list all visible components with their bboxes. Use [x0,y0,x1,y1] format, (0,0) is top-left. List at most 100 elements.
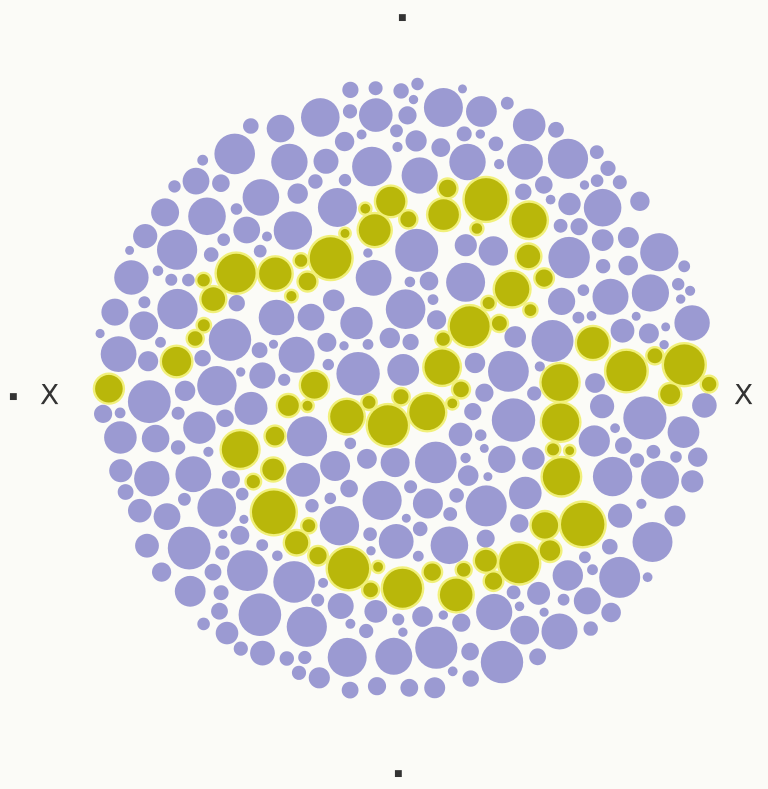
background-dot [475,383,494,402]
figure-dot [309,237,352,279]
background-dot [547,138,589,179]
background-dot [607,503,633,528]
background-dot [339,341,349,351]
background-dot [341,681,359,699]
background-dot [642,572,653,583]
background-dot [234,391,268,425]
background-dot [342,104,358,119]
background-dot [488,136,504,152]
background-dot [617,227,639,248]
background-dot [548,287,576,315]
background-dot [483,472,493,482]
background-dot [114,407,126,419]
figure-dot [456,563,471,577]
figure-dot [201,287,226,311]
background-dot [268,339,279,349]
background-dot [415,441,457,484]
left-tick-mark: ■ [9,392,18,402]
figure-dot [542,403,580,441]
background-dot [167,526,211,570]
figure-dot [251,490,296,535]
background-dot [174,575,206,607]
background-dot [458,84,467,94]
background-dot [182,167,210,195]
background-dot [117,484,134,500]
background-dot [101,298,129,326]
background-dot [153,503,181,530]
background-dot [591,229,614,252]
background-dot [618,255,638,276]
figure-dot [577,327,609,359]
figure-dot [524,304,537,316]
background-dot [356,129,367,140]
background-dot [427,294,439,305]
background-dot [380,448,410,478]
background-dot [141,424,170,453]
background-dot [174,380,196,401]
background-dot [362,480,402,521]
background-dot [217,233,230,246]
background-dot [615,437,632,454]
background-dot [327,593,354,619]
background-dot [197,617,210,631]
figure-dot [302,519,316,533]
figure-dot [561,502,605,547]
background-dot [236,367,246,377]
background-dot [636,498,647,509]
background-dot [203,247,219,262]
background-dot [476,529,495,548]
background-dot [600,160,616,176]
background-dot [340,479,358,498]
background-dot [253,244,267,258]
background-dot [317,188,357,227]
figure-dot [285,531,309,555]
background-dot [379,327,400,349]
background-dot [427,310,447,330]
figure-dot [492,316,507,331]
background-dot [178,492,191,506]
background-dot [424,677,446,699]
background-dot [661,322,671,332]
background-dot [431,138,451,158]
background-dot [308,667,330,689]
background-dot [494,159,505,170]
background-dot [262,231,272,242]
background-dot [340,306,373,340]
figure-dot [340,228,350,238]
background-dot [506,585,521,600]
background-dot [342,81,359,98]
background-dot [670,451,682,463]
background-dot [363,527,377,541]
figure-dot [246,475,260,489]
background-dot [278,373,291,386]
figure-dot [647,348,663,364]
background-dot [238,593,282,636]
background-dot [138,296,151,309]
background-dot [197,154,209,166]
background-dot [488,351,529,392]
figure-dot [499,543,540,584]
figure-dot [294,254,308,267]
background-dot [688,447,708,467]
background-dot [357,448,377,469]
figure-dot [216,253,256,293]
figure-dot [376,186,406,216]
background-dot [125,245,135,255]
background-dot [448,422,473,447]
figure-dot [436,332,450,346]
figure-dot [309,547,327,565]
background-dot [235,487,249,501]
background-dot [279,651,294,666]
background-dot [242,179,280,216]
background-dot [602,538,618,555]
background-dot [515,183,532,200]
background-dot [301,98,340,137]
background-dot [362,339,374,350]
background-dot [685,285,696,296]
figure-dot [471,223,483,234]
background-dot [419,271,439,291]
background-dot [227,550,268,591]
background-dot [678,260,691,273]
background-dot [133,224,158,249]
background-dot [462,670,479,687]
